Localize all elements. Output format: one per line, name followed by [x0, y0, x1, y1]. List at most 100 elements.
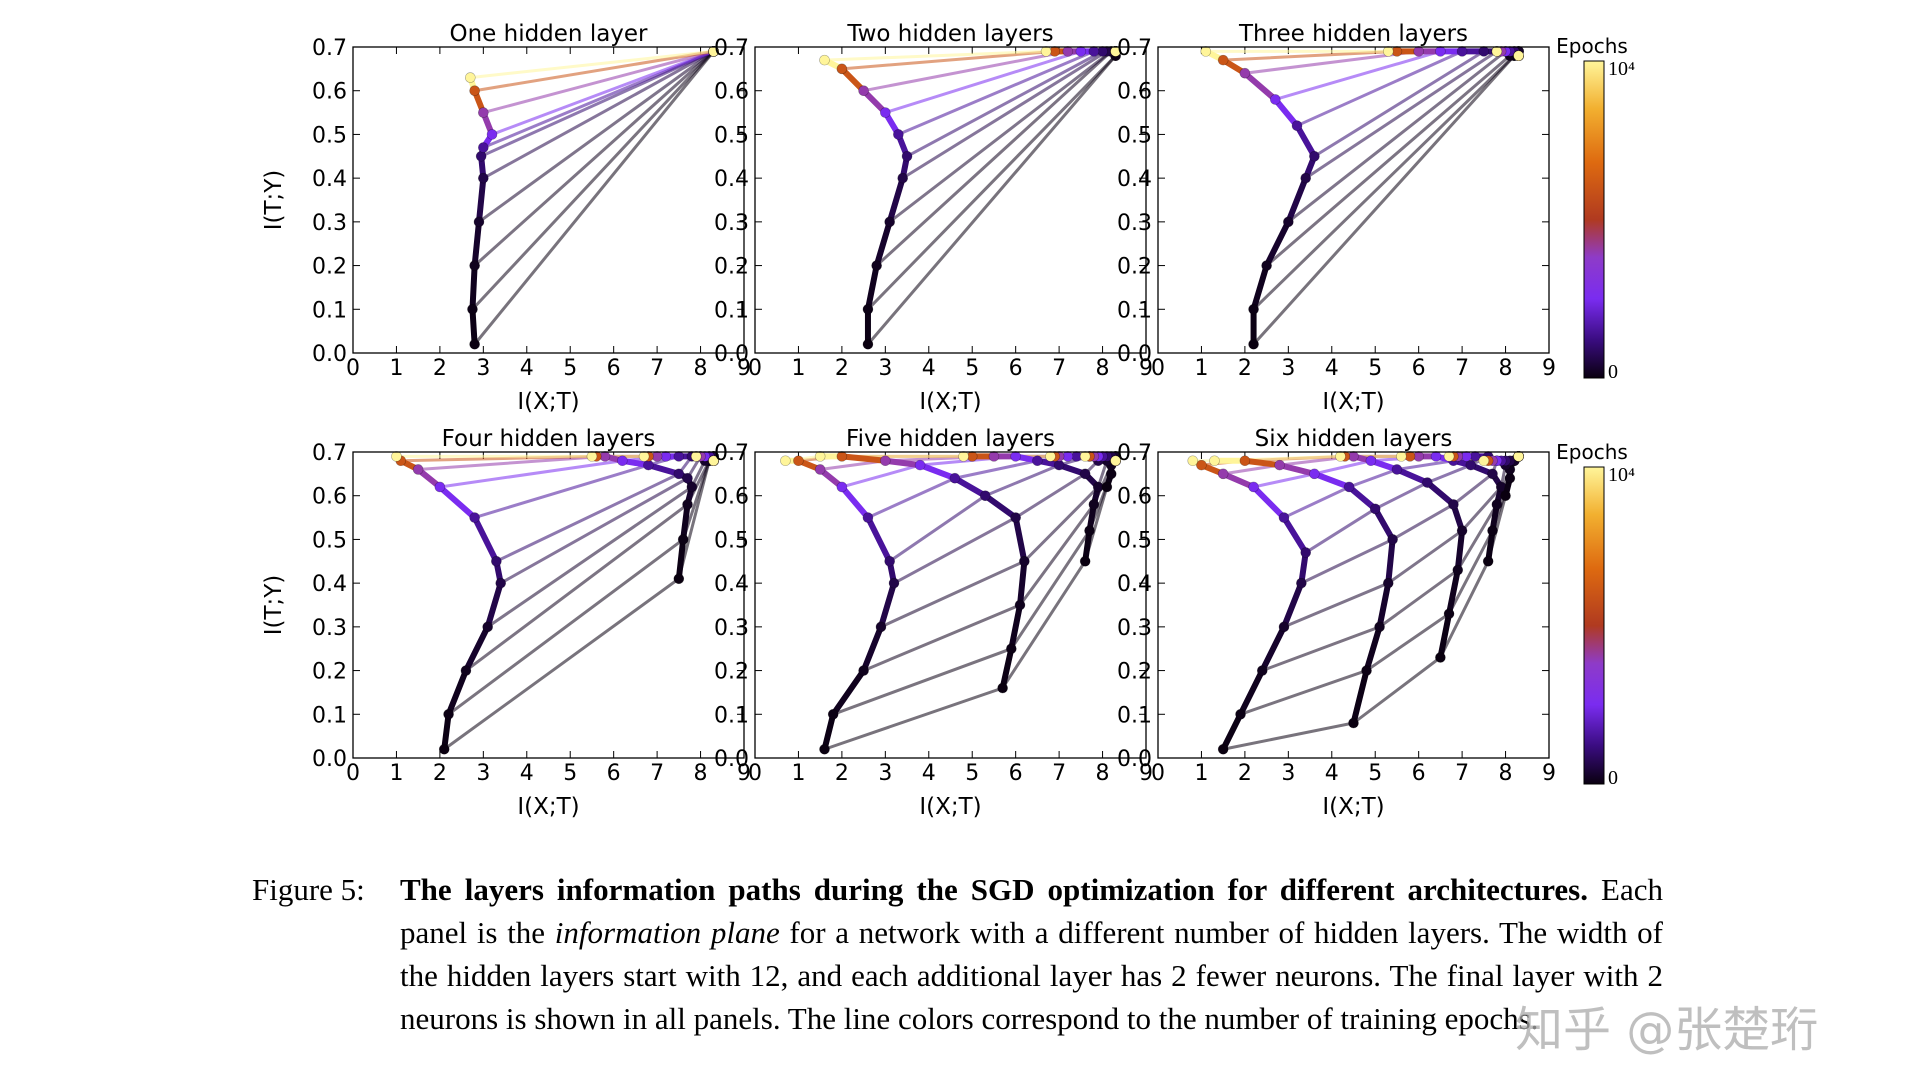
layer-path — [471, 218, 482, 269]
epoch-line — [473, 50, 715, 267]
x-tick-label: 0 — [346, 356, 360, 381]
x-tick-label: 8 — [694, 761, 708, 786]
x-tick-label: 5 — [563, 356, 577, 381]
layer-point — [1084, 525, 1095, 536]
layer-point — [1010, 451, 1021, 462]
layer-point — [1413, 46, 1424, 57]
layer-point — [1443, 451, 1455, 462]
x-axis-label: I(X;T) — [517, 794, 579, 820]
layer-path — [1259, 623, 1287, 674]
layer-path — [1372, 505, 1396, 543]
x-tick-label: 8 — [1499, 761, 1513, 786]
axes-frame — [1157, 451, 1550, 759]
x-tick-label: 8 — [1499, 356, 1513, 381]
layer-point — [1248, 481, 1259, 493]
layer-point — [1283, 216, 1294, 228]
y-tick-label: 0.7 — [1117, 36, 1152, 61]
layer-point — [1300, 547, 1312, 558]
layer-point — [1209, 455, 1220, 467]
x-tick-label: 3 — [476, 356, 490, 381]
layer-path — [1346, 483, 1379, 512]
layer-path — [982, 492, 1019, 521]
caption-label: Figure 5: — [252, 872, 365, 907]
panel-title: Five hidden layers — [846, 426, 1055, 452]
layer-point — [1491, 46, 1503, 57]
layer-path — [1280, 514, 1309, 556]
layer-path — [1311, 470, 1353, 490]
layer-point — [682, 499, 693, 510]
layer-path — [864, 514, 893, 565]
y-tick-label: 0.4 — [714, 572, 749, 597]
layer-point — [914, 459, 926, 471]
layer-point — [1369, 503, 1381, 515]
layer-point — [1261, 260, 1272, 271]
y-tick-label: 0.3 — [1117, 211, 1152, 236]
y-tick-label: 0.3 — [312, 616, 347, 641]
colorbar-tick-label: 0 — [1608, 361, 1618, 383]
panel-title: Three hidden layers — [1238, 21, 1468, 47]
x-tick-label: 6 — [1009, 761, 1023, 786]
layer-point — [1435, 46, 1446, 57]
panel: 0 1 2 3 4 5 6 7 8 90.00.10.20.30.40.50.60.7Three … — [1117, 21, 1635, 415]
layer-point — [1088, 46, 1100, 57]
layer-point — [491, 555, 502, 567]
y-tick-label: 0.6 — [714, 485, 749, 510]
layer-path — [1350, 667, 1370, 727]
layer-point — [1217, 54, 1229, 66]
layer-point — [901, 150, 913, 162]
panel-title: Two hidden layers — [846, 21, 1053, 47]
x-tick-label: 7 — [650, 761, 664, 786]
layer-point — [1010, 512, 1021, 523]
layer-path — [1385, 536, 1396, 587]
layer-path — [469, 306, 478, 348]
layer-path — [1250, 483, 1287, 521]
layer-path — [917, 462, 958, 482]
layer-point — [1187, 455, 1199, 467]
x-tick-label: 9 — [1139, 356, 1153, 381]
layer-point — [495, 577, 507, 589]
layer-path — [1280, 580, 1305, 630]
layer-point — [871, 260, 882, 271]
layer-path — [882, 457, 924, 469]
x-tick-label: 8 — [694, 356, 708, 381]
panel-title: Four hidden layers — [442, 426, 656, 452]
layer-point — [1478, 46, 1490, 57]
layer-point — [1500, 490, 1511, 502]
x-tick-label: 5 — [563, 761, 577, 786]
caption-body: The layers information paths during the … — [400, 868, 1663, 1040]
y-tick-label: 0.2 — [312, 660, 347, 685]
layer-point — [1110, 455, 1121, 467]
layer-point — [434, 481, 446, 493]
x-tick-label: 7 — [650, 356, 664, 381]
layer-path — [1082, 527, 1093, 565]
layer-point — [1361, 665, 1372, 676]
y-tick-label: 0.0 — [312, 342, 347, 367]
layer-point — [1309, 150, 1320, 162]
x-tick-label: 4 — [922, 356, 936, 381]
layer-point — [1382, 577, 1394, 589]
layer-point — [1487, 525, 1498, 536]
panel-title: One hidden layer — [449, 21, 648, 47]
layer-point — [1348, 717, 1359, 729]
y-tick-label: 0.1 — [1117, 298, 1152, 323]
x-tick-label: 2 — [1238, 356, 1252, 381]
x-tick-label: 8 — [1096, 356, 1110, 381]
layer-point — [1079, 555, 1091, 567]
layer-path — [838, 483, 871, 521]
layer-point — [467, 303, 478, 315]
layer-point — [1217, 468, 1229, 480]
layer-point — [673, 573, 685, 585]
layer-point — [469, 512, 480, 523]
layer-path — [838, 453, 889, 464]
x-tick-label: 2 — [835, 761, 849, 786]
x-tick-label: 3 — [476, 761, 490, 786]
colorbar-label: Epochs — [1556, 34, 1628, 58]
layer-point — [1430, 451, 1442, 462]
y-tick-label: 0.6 — [312, 485, 347, 510]
layer-path — [1008, 602, 1024, 652]
x-tick-label: 9 — [1542, 356, 1556, 381]
layer-path — [999, 645, 1015, 692]
y-tick-label: 0.5 — [1117, 528, 1152, 553]
